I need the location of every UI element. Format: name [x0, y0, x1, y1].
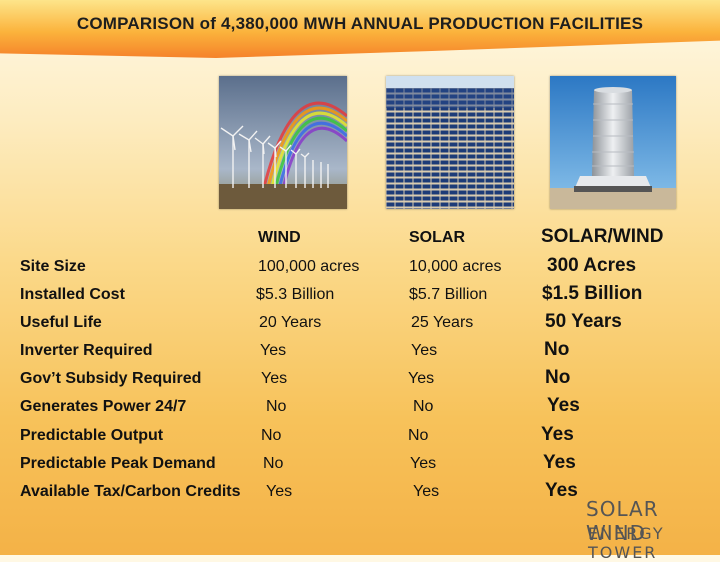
solar-value: No — [413, 398, 434, 415]
solar-value: 25 Years — [411, 314, 474, 331]
wind-value: No — [261, 427, 282, 444]
wind-value: 20 Years — [259, 314, 322, 331]
table-row: Installed Cost $5.3 Billion $5.7 Billion… — [0, 283, 720, 314]
wind-value: No — [266, 398, 287, 415]
solar-value: $5.7 Billion — [409, 286, 488, 303]
solar-wind-value: 300 Acres — [547, 255, 637, 276]
wind-value: 100,000 acres — [258, 258, 360, 275]
column-header-wind: WIND — [258, 229, 301, 246]
wind-value: No — [263, 455, 284, 472]
table-row: Inverter Required Yes Yes No — [0, 339, 720, 370]
solar-value: 10,000 acres — [409, 258, 502, 275]
table-row: Useful Life 20 Years 25 Years 50 Years — [0, 311, 720, 342]
row-label: Predictable Output — [20, 427, 164, 444]
page-title: COMPARISON of 4,380,000 MWH ANNUAL PRODU… — [76, 14, 644, 33]
row-label: Generates Power 24/7 — [20, 398, 187, 415]
row-label: Inverter Required — [20, 342, 153, 359]
logo-line-2: ENERGY TOWER — [588, 524, 665, 562]
row-label: Site Size — [20, 258, 86, 275]
solar-value: Yes — [413, 483, 440, 500]
solar-wind-energy-tower-logo: SOLAR WIND ENERGY TOWER — [586, 497, 706, 562]
wind-turbines-photo — [219, 76, 347, 209]
row-label: Useful Life — [20, 314, 102, 331]
table-row: Generates Power 24/7 No No Yes — [0, 395, 720, 426]
table-row: Site Size 100,000 acres 10,000 acres 300… — [0, 255, 720, 286]
column-header-solar-wind: SOLAR/WIND — [541, 226, 664, 247]
solar-wind-value: No — [544, 339, 570, 360]
solar-wind-value: No — [545, 367, 571, 388]
solar-value: No — [408, 427, 429, 444]
solar-wind-value: $1.5 Billion — [542, 283, 643, 304]
solar-wind-value: 50 Years — [545, 311, 622, 332]
solar-value: Yes — [408, 370, 435, 387]
table-row: Gov’t Subsidy Required Yes Yes No — [0, 367, 720, 398]
row-label: Installed Cost — [20, 286, 125, 303]
wind-value: $5.3 Billion — [256, 286, 335, 303]
wind-value: Yes — [260, 342, 287, 359]
logo-line-1: SOLAR WIND — [586, 497, 659, 545]
solar-panel-field-photo — [386, 76, 514, 209]
solar-wind-value: Yes — [543, 452, 576, 473]
row-label: Available Tax/Carbon Credits — [20, 483, 241, 500]
row-label: Predictable Peak Demand — [20, 455, 216, 472]
energy-tower-photo — [550, 76, 676, 209]
solar-wind-value: Yes — [547, 395, 580, 416]
table-row: Available Tax/Carbon Credits Yes Yes Yes — [0, 480, 720, 511]
solar-wind-value: Yes — [541, 424, 574, 445]
column-header-solar: SOLAR — [409, 229, 465, 246]
row-label: Gov’t Subsidy Required — [20, 370, 202, 387]
solar-wind-value: Yes — [545, 480, 578, 501]
table-row: Predictable Peak Demand No Yes Yes — [0, 452, 720, 483]
solar-value: Yes — [410, 455, 437, 472]
solar-value: Yes — [411, 342, 438, 359]
wind-value: Yes — [266, 483, 293, 500]
table-row: Predictable Output No No Yes — [0, 424, 720, 455]
wind-value: Yes — [261, 370, 288, 387]
